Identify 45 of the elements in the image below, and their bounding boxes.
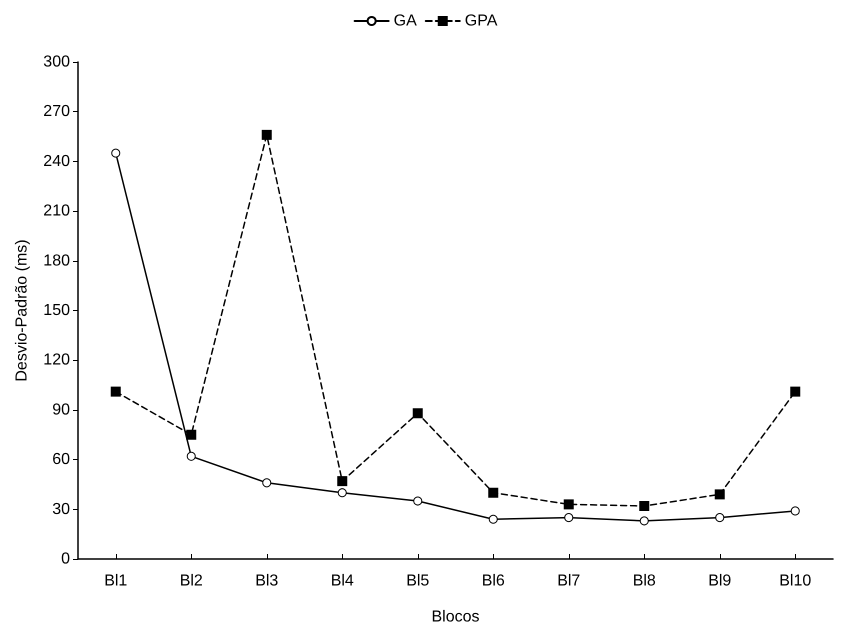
legend-label: GA — [394, 12, 418, 30]
point — [564, 513, 574, 522]
point — [488, 488, 498, 498]
x-tick-label: Bl4 — [330, 572, 354, 590]
point — [337, 476, 348, 486]
y-tick-label: 210 — [43, 202, 70, 220]
point — [262, 130, 272, 140]
x-axis-title: Blocos — [431, 608, 480, 626]
x-tick-label: Bl6 — [482, 572, 505, 590]
x-tick-label: Bl10 — [779, 572, 812, 590]
y-tick-label: 0 — [61, 550, 70, 568]
y-axis-title: Desvio-Padrão (ms) — [14, 239, 30, 382]
y-tick-label: 150 — [43, 302, 70, 319]
point — [640, 516, 649, 526]
x-tick-label: Bl9 — [708, 572, 732, 590]
point — [790, 506, 800, 516]
x-tick-label: Bl2 — [180, 572, 203, 590]
x-tick-label: Bl3 — [255, 572, 278, 590]
point — [186, 430, 196, 440]
point — [111, 148, 120, 158]
point — [110, 386, 121, 397]
x-tick-label: Bl7 — [557, 572, 580, 590]
point — [412, 408, 423, 418]
y-tick-label: 30 — [52, 500, 70, 518]
y-tick-label: 180 — [43, 252, 70, 270]
y-tick-label: 90 — [52, 401, 70, 418]
y-tick-label: 240 — [43, 152, 70, 170]
point — [488, 514, 498, 524]
x-tick-label: Bl1 — [104, 572, 128, 590]
point — [714, 489, 725, 500]
y-tick-label: 60 — [52, 451, 70, 468]
legend-label: GPA — [464, 12, 498, 30]
point — [790, 386, 800, 397]
point — [639, 500, 650, 511]
y-tick-label: 300 — [43, 54, 70, 70]
point — [186, 452, 196, 461]
x-tick-label: Bl8 — [632, 572, 656, 590]
point — [413, 496, 422, 506]
point — [338, 488, 347, 498]
point — [715, 513, 724, 522]
point — [262, 478, 272, 488]
point — [564, 499, 574, 510]
x-tick-label: Bl5 — [406, 572, 430, 590]
y-tick-label: 270 — [43, 103, 70, 120]
y-tick-label: 120 — [43, 352, 70, 369]
